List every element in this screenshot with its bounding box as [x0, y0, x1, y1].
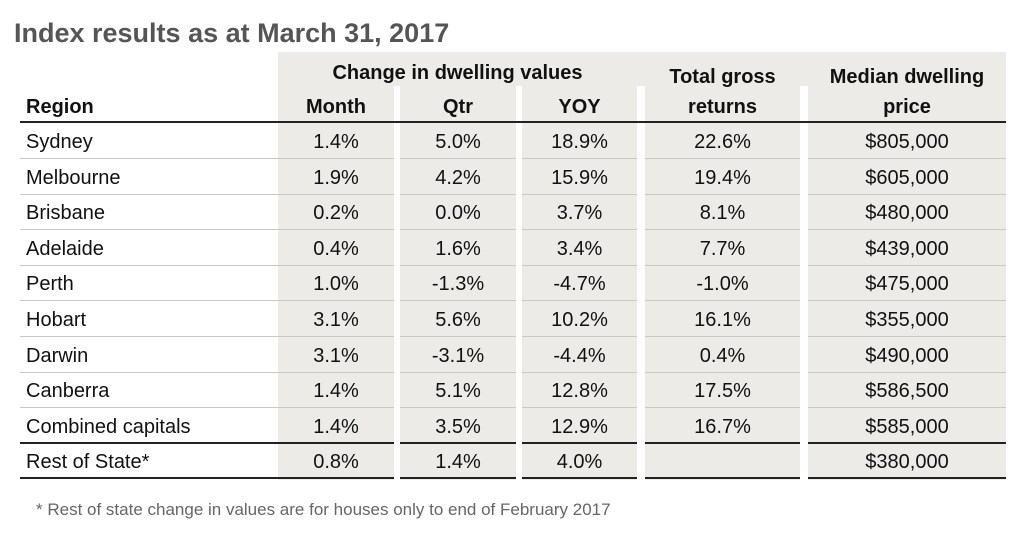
cell-yoy: 15.9% — [522, 159, 637, 195]
cell-median: $490,000 — [808, 337, 1006, 373]
column-divider — [800, 86, 808, 480]
cell-yoy: 10.2% — [522, 301, 637, 337]
cell-month: 1.9% — [278, 159, 394, 195]
header-total-line1: Total gross — [669, 66, 776, 88]
group-header: Change in dwelling values — [332, 62, 583, 84]
cell-region: Combined capitals — [20, 408, 278, 444]
cell-region: Canberra — [20, 372, 278, 409]
cell-total: 16.7% — [645, 408, 800, 444]
cell-median: $605,000 — [808, 159, 1006, 195]
cell-region: Perth — [20, 265, 278, 302]
cell-region: Hobart — [20, 301, 278, 337]
cell-month: 0.4% — [278, 230, 394, 266]
cell-yoy: 18.9% — [522, 123, 637, 159]
cell-median: $586,500 — [808, 372, 1006, 409]
cell-month: 1.4% — [278, 372, 394, 409]
cell-median: $480,000 — [808, 194, 1006, 231]
header-month: Month — [306, 96, 366, 118]
cell-median: $805,000 — [808, 123, 1006, 159]
cell-month: 0.8% — [278, 443, 394, 480]
cell-qtr: 1.4% — [400, 443, 516, 480]
cell-qtr: 5.0% — [400, 123, 516, 159]
cell-yoy: 12.8% — [522, 372, 637, 409]
cell-qtr: 3.5% — [400, 408, 516, 444]
header-qtr: Qtr — [443, 96, 473, 118]
page-title: Index results as at March 31, 2017 — [14, 18, 450, 48]
column-divider — [637, 86, 645, 480]
cell-qtr: -3.1% — [400, 337, 516, 373]
cell-yoy: 3.7% — [522, 194, 637, 231]
cell-median: $439,000 — [808, 230, 1006, 266]
cell-total: 8.1% — [645, 194, 800, 231]
cell-qtr: 1.6% — [400, 230, 516, 266]
cell-month: 1.4% — [278, 408, 394, 444]
cell-region: Adelaide — [20, 230, 278, 266]
cell-yoy: -4.7% — [522, 265, 637, 302]
cell-total: 22.6% — [645, 123, 800, 159]
cell-median: $355,000 — [808, 301, 1006, 337]
cell-month: 3.1% — [278, 301, 394, 337]
cell-total: 7.7% — [645, 230, 800, 266]
cell-yoy: -4.4% — [522, 337, 637, 373]
cell-total: 19.4% — [645, 159, 800, 195]
cell-month: 1.0% — [278, 265, 394, 302]
cell-month: 0.2% — [278, 194, 394, 231]
cell-median: $585,000 — [808, 408, 1006, 444]
cell-yoy: 12.9% — [522, 408, 637, 444]
cell-median: $380,000 — [808, 443, 1006, 480]
cell-median: $475,000 — [808, 265, 1006, 302]
cell-total: 17.5% — [645, 372, 800, 409]
cell-qtr: 0.0% — [400, 194, 516, 231]
header-rule — [20, 121, 1006, 123]
cell-qtr: 5.6% — [400, 301, 516, 337]
column-divider — [394, 86, 400, 480]
cell-region: Melbourne — [20, 159, 278, 195]
cell-total: 16.1% — [645, 301, 800, 337]
cell-qtr: 5.1% — [400, 372, 516, 409]
cell-month: 3.1% — [278, 337, 394, 373]
cell-qtr: 4.2% — [400, 159, 516, 195]
header-region: Region — [26, 96, 94, 118]
header-total-line2: returns — [688, 96, 757, 118]
cell-yoy: 4.0% — [522, 443, 637, 480]
cell-region: Brisbane — [20, 194, 278, 231]
cell-yoy: 3.4% — [522, 230, 637, 266]
cell-qtr: -1.3% — [400, 265, 516, 302]
header-median-line2: price — [883, 96, 931, 118]
column-divider — [516, 86, 522, 480]
footnote: * Rest of state change in values are for… — [36, 500, 611, 519]
cell-total: -1.0% — [645, 265, 800, 302]
header-median-line1: Median dwelling — [829, 66, 985, 88]
header-yoy: YOY — [558, 96, 601, 118]
cell-region: Sydney — [20, 123, 278, 159]
cell-region: Darwin — [20, 337, 278, 373]
cell-total — [645, 443, 800, 480]
cell-month: 1.4% — [278, 123, 394, 159]
cell-region: Rest of State* — [20, 443, 278, 480]
cell-total: 0.4% — [645, 337, 800, 373]
